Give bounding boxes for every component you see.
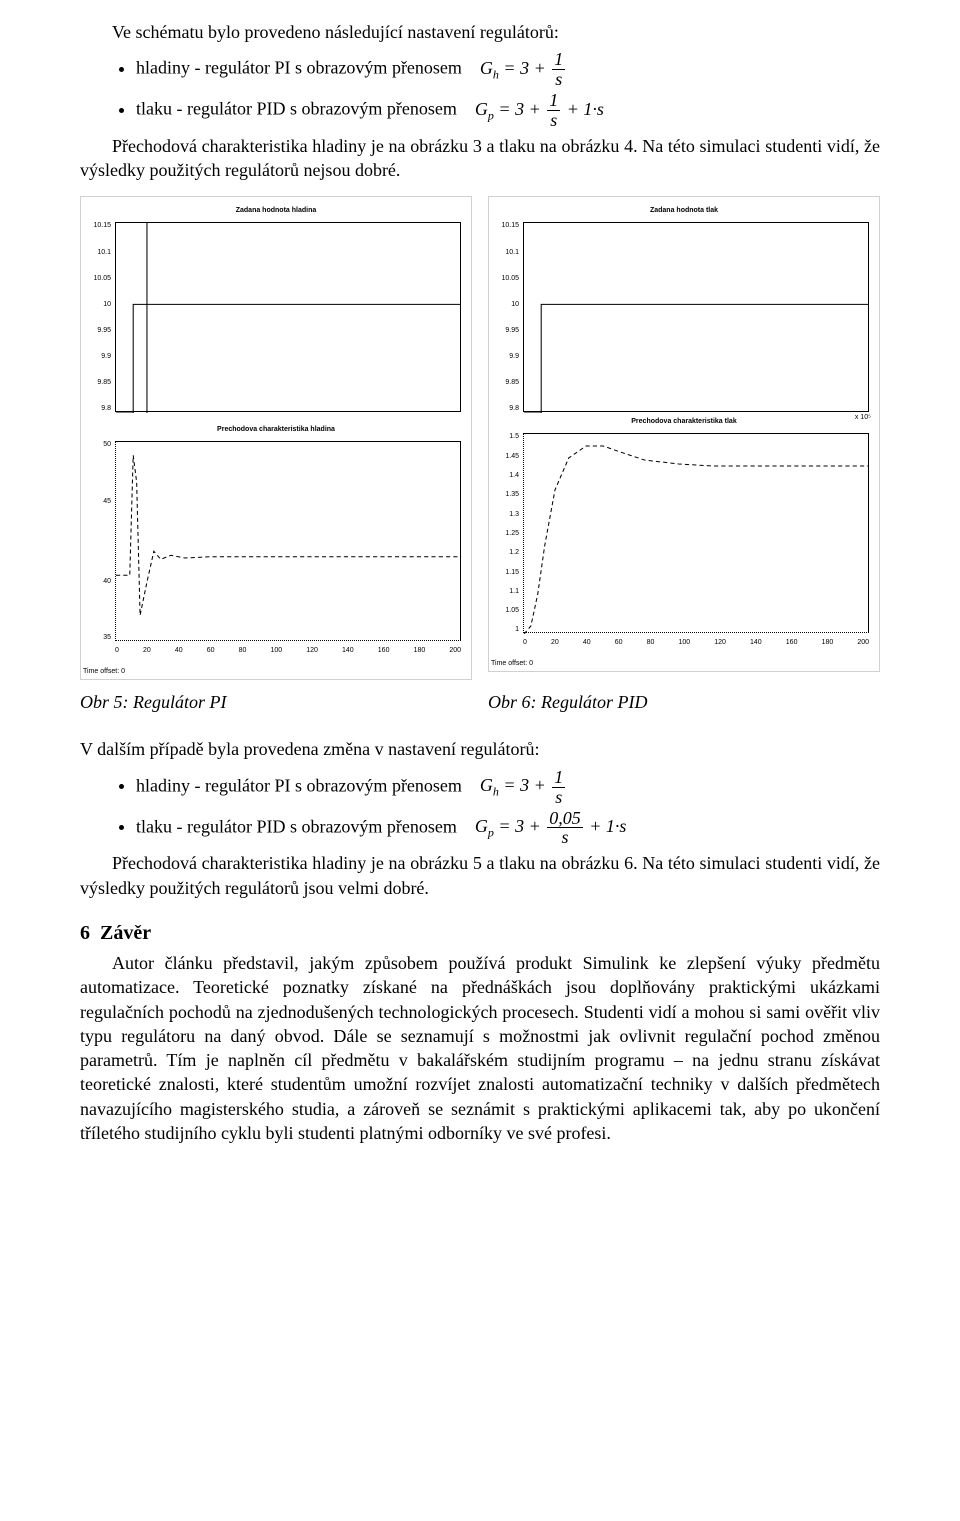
bullet-list-1: hladiny - regulátor PI s obrazovým přeno…: [80, 50, 880, 130]
plot-area: [115, 441, 461, 641]
intro-paragraph: Ve schématu bylo provedeno následující n…: [80, 20, 880, 44]
y-axis-ticks: 10.1510.110.05109.959.99.859.8: [85, 222, 115, 412]
list-item: hladiny - regulátor PI s obrazovým přeno…: [136, 50, 880, 89]
bullet1-text: hladiny - regulátor PI s obrazovým přeno…: [136, 58, 462, 78]
list-item: hladiny - regulátor PI s obrazovým přeno…: [136, 768, 880, 807]
x-axis-ticks: 020406080100120140160180200: [81, 645, 471, 660]
bullet1-text: hladiny - regulátor PI s obrazovým přeno…: [136, 775, 462, 795]
bullet2-text: tlaku - regulátor PID s obrazovým přenos…: [136, 99, 457, 119]
paragraph-2-intro: V dalším případě byla provedena změna v …: [80, 737, 880, 761]
chart-title: Prechodova charakteristika hladina: [81, 416, 471, 441]
time-offset-label: Time offset: 0: [489, 652, 879, 671]
page: Ve schématu bylo provedeno následující n…: [0, 0, 960, 1191]
plot-area: [115, 222, 461, 412]
caption-left: Obr 5: Regulátor PI: [80, 692, 472, 713]
exponent-label: x 10⁵: [489, 414, 879, 424]
paragraph-4: Autor článku představil, jakým způsobem …: [80, 951, 880, 1145]
paragraph-3: Přechodová charakteristika hladiny je na…: [80, 851, 880, 900]
equation-gp-2: Gp = 3 + 0,05s + 1·s: [475, 816, 626, 836]
chart-column-left: Zadana hodnota hladina 10.1510.110.05109…: [80, 196, 472, 680]
equation-gh: Gh = 3 + 1s: [480, 58, 567, 78]
plot-area: [523, 222, 869, 412]
list-item: tlaku - regulátor PID s obrazovým přenos…: [136, 91, 880, 130]
x-axis-ticks: 020406080100120140160180200: [489, 637, 879, 652]
y-axis-ticks: 10.1510.110.05109.959.99.859.8: [493, 222, 523, 412]
bullet2-text: tlaku - regulátor PID s obrazovým přenos…: [136, 816, 457, 836]
equation-gp: Gp = 3 + 1s + 1·s: [475, 99, 604, 119]
equation-gh-2: Gh = 3 + 1s: [480, 775, 567, 795]
charts-row: Zadana hodnota hladina 10.1510.110.05109…: [80, 196, 880, 680]
bullet-list-2: hladiny - regulátor PI s obrazovým přeno…: [80, 768, 880, 848]
caption-right: Obr 6: Regulátor PID: [488, 692, 880, 713]
figure-captions: Obr 5: Regulátor PI Obr 6: Regulátor PID: [80, 692, 880, 713]
plot-area: [523, 433, 869, 633]
list-item: tlaku - regulátor PID s obrazovým přenos…: [136, 809, 880, 848]
paragraph-1: Přechodová charakteristika hladiny je na…: [80, 134, 880, 183]
chart-panel-top-right: Zadana hodnota tlak 10.1510.110.05109.95…: [488, 196, 880, 672]
chart-column-right: Zadana hodnota tlak 10.1510.110.05109.95…: [488, 196, 880, 680]
chart-title: Zadana hodnota tlak: [489, 197, 879, 222]
section-heading-6: 6 Závěr: [80, 922, 880, 945]
y-axis-ticks: 1.51.451.41.351.31.251.21.151.11.051: [493, 433, 523, 633]
y-axis-ticks: 50454035: [85, 441, 115, 641]
time-offset-label: Time offset: 0: [81, 660, 471, 679]
chart-panel-top-left: Zadana hodnota hladina 10.1510.110.05109…: [80, 196, 472, 680]
chart-title: Zadana hodnota hladina: [81, 197, 471, 222]
